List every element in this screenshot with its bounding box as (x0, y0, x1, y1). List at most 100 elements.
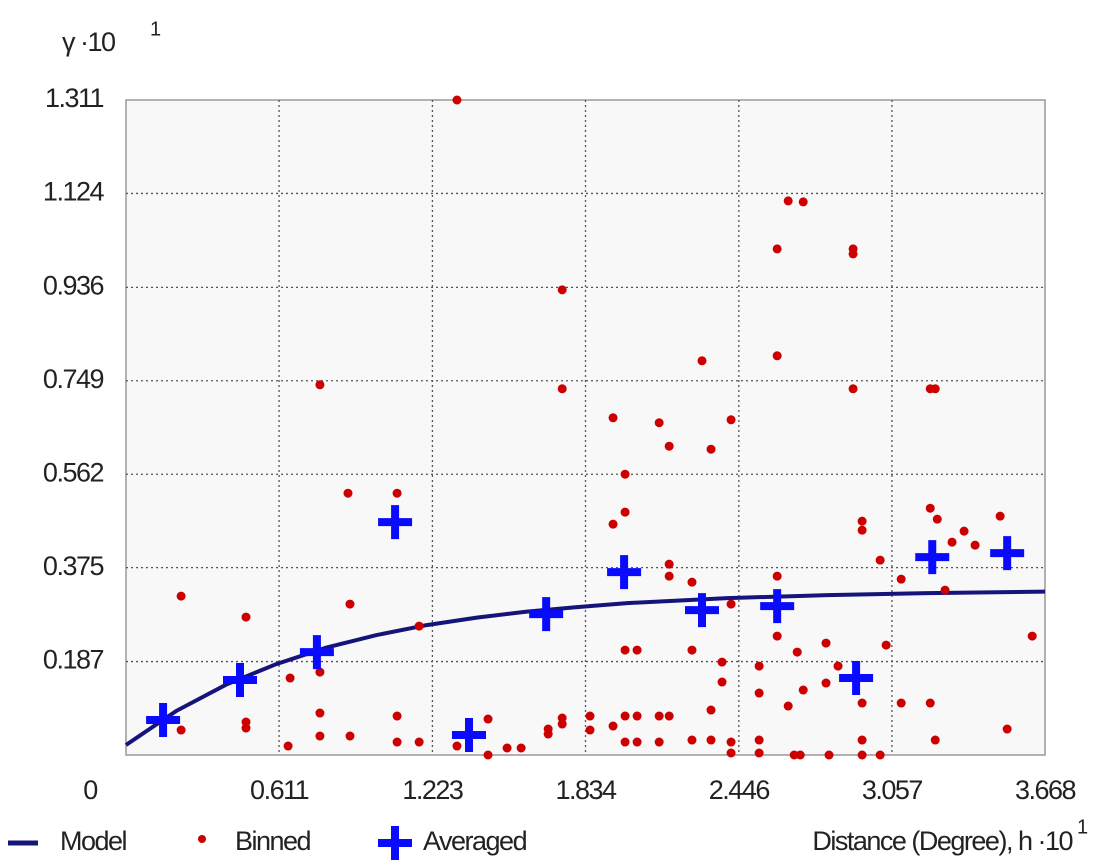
binned-point (970, 540, 980, 550)
binned-point (947, 537, 957, 547)
legend-swatch (378, 826, 412, 860)
x-tick-label: 2.446 (709, 775, 770, 805)
binned-point (654, 737, 664, 747)
y-tick-label: 1.124 (43, 177, 105, 207)
binned-point (959, 526, 969, 536)
binned-point (848, 384, 858, 394)
binned-point (798, 685, 808, 695)
binned-point (940, 585, 950, 595)
binned-point (241, 723, 251, 733)
averaged-point (222, 663, 257, 698)
y-axis-label-exponent: 1 (150, 18, 161, 40)
binned-point (754, 661, 764, 671)
averaged-point (299, 635, 334, 670)
binned-point (283, 741, 293, 751)
binned-point (176, 591, 186, 601)
binned-point (772, 631, 782, 641)
binned-point (315, 731, 325, 741)
x-tick-label: 3.057 (862, 775, 923, 805)
averaged-point (146, 703, 181, 738)
binned-point (608, 519, 618, 529)
x-tick-label: 3.668 (1015, 775, 1076, 805)
binned-point (875, 750, 885, 760)
binned-point (585, 725, 595, 735)
binned-point (620, 711, 630, 721)
binned-point (930, 384, 940, 394)
binned-point (687, 577, 697, 587)
binned-point (414, 737, 424, 747)
binned-point (821, 678, 831, 688)
binned-point (783, 196, 793, 206)
averaged-point (760, 589, 795, 624)
binned-point (772, 571, 782, 581)
binned-point (1002, 724, 1012, 734)
binned-point (502, 743, 512, 753)
binned-point (706, 705, 716, 715)
y-tick-label: 0.936 (43, 270, 104, 300)
binned-point (726, 748, 736, 758)
y-tick-label: 1.311 (45, 83, 104, 113)
binned-point (857, 750, 867, 760)
x-tick-label: 0 (83, 775, 97, 805)
binned-point (664, 441, 674, 451)
binned-point (833, 661, 843, 671)
y-tick-label: 0.562 (43, 457, 104, 487)
binned-point (754, 735, 764, 745)
binned-point (925, 698, 935, 708)
binned-point (315, 667, 325, 677)
binned-point (930, 735, 940, 745)
binned-point (176, 725, 186, 735)
binned-point (717, 657, 727, 667)
binned-point (857, 735, 867, 745)
binned-point (1027, 631, 1037, 641)
x-tick-label: 0.611 (250, 775, 309, 805)
binned-point (881, 640, 891, 650)
binned-point (783, 701, 793, 711)
binned-point (792, 647, 802, 657)
binned-point (664, 559, 674, 569)
binned-point (343, 488, 353, 498)
binned-point (345, 731, 355, 741)
binned-point (608, 413, 618, 423)
binned-point (392, 711, 402, 721)
averaged-point (529, 597, 564, 632)
binned-point (241, 612, 251, 622)
averaged-point (915, 540, 950, 575)
binned-point (821, 638, 831, 648)
legend-label: Binned (235, 826, 311, 856)
averaged-point (378, 505, 413, 540)
binned-point (875, 555, 885, 565)
x-tick-label: 1.834 (555, 775, 617, 805)
binned-point (414, 621, 424, 631)
binned-point (995, 511, 1005, 521)
binned-point (315, 708, 325, 718)
binned-point (726, 737, 736, 747)
binned-point (857, 525, 867, 535)
binned-point (896, 574, 906, 584)
binned-point (620, 469, 630, 479)
binned-point (687, 645, 697, 655)
y-axis-label: γ ·10 (62, 27, 115, 57)
binned-point (824, 750, 834, 760)
legend: Model Binned Averaged (8, 826, 528, 860)
binned-point (726, 415, 736, 425)
marks (124, 95, 1046, 760)
binned-point (585, 711, 595, 721)
binned-point (857, 516, 867, 526)
averaged-point (607, 555, 642, 590)
binned-point (608, 721, 618, 731)
binned-point (632, 711, 642, 721)
binned-point (857, 698, 867, 708)
binned-point (516, 743, 526, 753)
averaged-point (451, 718, 486, 753)
binned-point (772, 244, 782, 254)
binned-point (654, 418, 664, 428)
binned-point (697, 356, 707, 366)
x-axis-label: Distance (Degree), h ·10 (812, 826, 1072, 856)
y-tick-label: 0.187 (43, 645, 104, 675)
binned-point (706, 444, 716, 454)
binned-point (795, 750, 805, 760)
binned-point (772, 351, 782, 361)
binned-point (754, 748, 764, 758)
binned-point (620, 507, 630, 517)
